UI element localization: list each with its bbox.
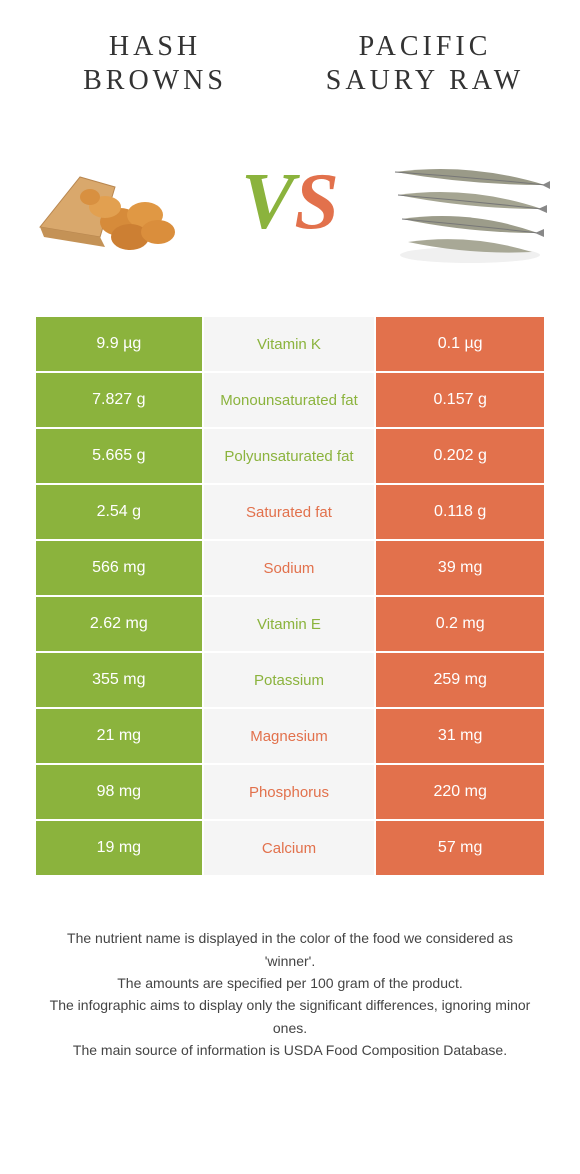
left-value-cell: 9.9 µg [36, 317, 204, 371]
right-value-cell: 0.202 g [376, 429, 544, 483]
footer-line: The infographic aims to display only the… [40, 994, 540, 1039]
right-value-cell: 39 mg [376, 541, 544, 595]
vs-label: VS [241, 157, 339, 248]
table-row: 9.9 µgVitamin K0.1 µg [36, 317, 544, 373]
left-value-cell: 7.827 g [36, 373, 204, 427]
left-value-cell: 21 mg [36, 709, 204, 763]
right-food-title: PACIFIC SAURY RAW [304, 30, 547, 97]
nutrient-label-cell: Phosphorus [204, 765, 377, 819]
left-value-cell: 2.62 mg [36, 597, 204, 651]
table-row: 355 mgPotassium259 mg [36, 653, 544, 709]
right-value-cell: 0.157 g [376, 373, 544, 427]
nutrient-label-cell: Saturated fat [204, 485, 377, 539]
right-value-cell: 0.1 µg [376, 317, 544, 371]
footer-line: The main source of information is USDA F… [40, 1039, 540, 1061]
nutrient-label-cell: Polyunsaturated fat [204, 429, 377, 483]
left-value-cell: 5.665 g [36, 429, 204, 483]
right-value-cell: 0.118 g [376, 485, 544, 539]
table-row: 21 mgMagnesium31 mg [36, 709, 544, 765]
nutrient-label-cell: Monounsaturated fat [204, 373, 377, 427]
nutrient-label-cell: Vitamin E [204, 597, 377, 651]
footer-line: The nutrient name is displayed in the co… [40, 927, 540, 972]
right-value-cell: 31 mg [376, 709, 544, 763]
left-food-title: HASH BROWNS [34, 30, 277, 97]
table-row: 7.827 gMonounsaturated fat0.157 g [36, 373, 544, 429]
nutrient-label-cell: Sodium [204, 541, 377, 595]
table-row: 19 mgCalcium57 mg [36, 821, 544, 877]
table-row: 2.54 gSaturated fat0.118 g [36, 485, 544, 541]
right-value-cell: 57 mg [376, 821, 544, 875]
comparison-table: 9.9 µgVitamin K0.1 µg7.827 gMonounsatura… [36, 317, 544, 877]
left-value-cell: 355 mg [36, 653, 204, 707]
nutrient-label-cell: Vitamin K [204, 317, 377, 371]
left-value-cell: 19 mg [36, 821, 204, 875]
table-row: 98 mgPhosphorus220 mg [36, 765, 544, 821]
vs-v: V [241, 157, 294, 248]
right-value-cell: 259 mg [376, 653, 544, 707]
vs-row: VS [0, 107, 580, 307]
footer-notes: The nutrient name is displayed in the co… [0, 877, 580, 1061]
nutrient-label-cell: Magnesium [204, 709, 377, 763]
left-value-cell: 566 mg [36, 541, 204, 595]
hash-browns-image [30, 137, 190, 267]
right-value-cell: 220 mg [376, 765, 544, 819]
table-row: 2.62 mgVitamin E0.2 mg [36, 597, 544, 653]
nutrient-label-cell: Potassium [204, 653, 377, 707]
saury-image [390, 137, 550, 267]
left-value-cell: 98 mg [36, 765, 204, 819]
footer-line: The amounts are specified per 100 gram o… [40, 972, 540, 994]
left-value-cell: 2.54 g [36, 485, 204, 539]
header: HASH BROWNS PACIFIC SAURY RAW [0, 0, 580, 107]
right-value-cell: 0.2 mg [376, 597, 544, 651]
vs-s: S [294, 157, 339, 248]
nutrient-label-cell: Calcium [204, 821, 377, 875]
table-row: 566 mgSodium39 mg [36, 541, 544, 597]
table-row: 5.665 gPolyunsaturated fat0.202 g [36, 429, 544, 485]
